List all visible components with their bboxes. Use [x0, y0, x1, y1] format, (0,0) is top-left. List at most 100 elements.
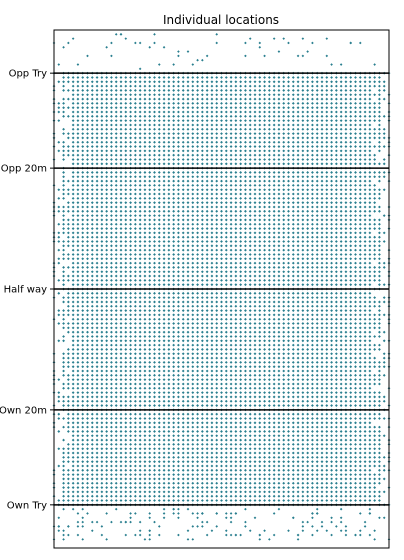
scatter-point	[191, 417, 195, 420]
scatter-point	[296, 460, 300, 464]
scatter-point	[272, 222, 276, 226]
scatter-point	[177, 499, 180, 502]
scatter-point	[100, 270, 104, 274]
scatter-point	[71, 365, 75, 369]
scatter-point	[143, 209, 147, 213]
scatter-point	[339, 468, 343, 472]
scatter-point	[114, 481, 118, 485]
scatter-point	[229, 205, 233, 209]
scatter-point	[263, 335, 266, 338]
scatter-point	[105, 360, 109, 364]
scatter-point	[258, 330, 262, 334]
scatter-point	[105, 257, 109, 261]
scatter-point	[220, 373, 223, 377]
scatter-point	[349, 304, 353, 308]
scatter-point	[272, 373, 276, 377]
scatter-point	[215, 499, 219, 502]
scatter-point	[344, 430, 348, 433]
scatter-point	[291, 222, 295, 226]
scatter-point	[124, 451, 128, 455]
scatter-point	[368, 205, 372, 209]
scatter-point	[76, 253, 80, 256]
scatter-point	[363, 227, 367, 230]
scatter-point	[95, 455, 99, 459]
scatter-point	[81, 313, 85, 317]
scatter-point	[301, 261, 305, 265]
scatter-point	[62, 214, 65, 218]
scatter-point	[138, 352, 142, 356]
scatter-point	[114, 417, 118, 420]
scatter-point	[148, 373, 152, 377]
scatter-point	[263, 447, 266, 451]
scatter-point	[110, 296, 113, 300]
scatter-point	[334, 209, 338, 213]
scatter-point	[368, 352, 372, 356]
scatter-point	[196, 481, 199, 485]
scatter-point	[133, 240, 137, 243]
scatter-point	[110, 477, 113, 481]
scatter-point	[81, 278, 85, 282]
scatter-point	[267, 270, 271, 274]
scatter-point	[311, 360, 314, 364]
scatter-point	[129, 395, 132, 399]
scatter-point	[205, 360, 209, 364]
scatter-point	[81, 412, 85, 416]
scatter-point	[239, 188, 243, 192]
scatter-point	[229, 326, 233, 330]
scatter-point	[325, 430, 329, 433]
scatter-point	[114, 391, 118, 394]
scatter-point	[330, 278, 333, 282]
scatter-point	[200, 365, 204, 369]
scatter-point	[234, 283, 238, 287]
scatter-point	[205, 421, 209, 425]
scatter-point	[114, 291, 118, 295]
scatter-point	[133, 356, 137, 360]
scatter-point	[220, 499, 223, 502]
scatter-point	[71, 434, 75, 438]
scatter-point	[330, 330, 333, 334]
scatter-point	[172, 348, 176, 351]
scatter-point	[86, 460, 89, 464]
scatter-point	[71, 348, 75, 351]
scatter-point	[277, 304, 281, 308]
scatter-point	[210, 266, 214, 269]
scatter-point	[105, 494, 109, 498]
scatter-point	[272, 244, 276, 248]
scatter-point	[95, 283, 99, 287]
scatter-point	[320, 490, 324, 494]
scatter-point	[349, 270, 353, 274]
scatter-point	[296, 248, 300, 252]
scatter-point	[272, 499, 276, 502]
scatter-point	[90, 417, 94, 420]
scatter-point	[153, 205, 156, 209]
scatter-point	[172, 468, 176, 472]
scatter-point	[210, 460, 214, 464]
scatter-point	[114, 443, 118, 446]
scatter-point	[143, 365, 147, 369]
scatter-point	[220, 261, 223, 265]
scatter-point	[248, 468, 252, 472]
scatter-point	[311, 317, 314, 321]
scatter-point	[181, 365, 185, 369]
scatter-point	[119, 218, 123, 222]
scatter-point	[358, 356, 362, 360]
scatter-point	[320, 335, 324, 338]
scatter-point	[153, 192, 156, 196]
scatter-point	[258, 391, 262, 394]
scatter-point	[133, 214, 137, 218]
scatter-point	[320, 283, 324, 287]
scatter-point	[133, 326, 137, 330]
scatter-point	[162, 352, 166, 356]
scatter-point	[138, 382, 142, 386]
scatter-point	[325, 322, 329, 325]
scatter-point	[129, 486, 132, 489]
scatter-point	[306, 395, 310, 399]
scatter-point	[263, 270, 266, 274]
scatter-point	[378, 283, 381, 287]
scatter-point	[358, 434, 362, 438]
scatter-point	[119, 209, 123, 213]
scatter-point	[133, 322, 137, 325]
scatter-point	[110, 278, 113, 282]
scatter-point	[282, 443, 286, 446]
scatter-point	[234, 326, 238, 330]
